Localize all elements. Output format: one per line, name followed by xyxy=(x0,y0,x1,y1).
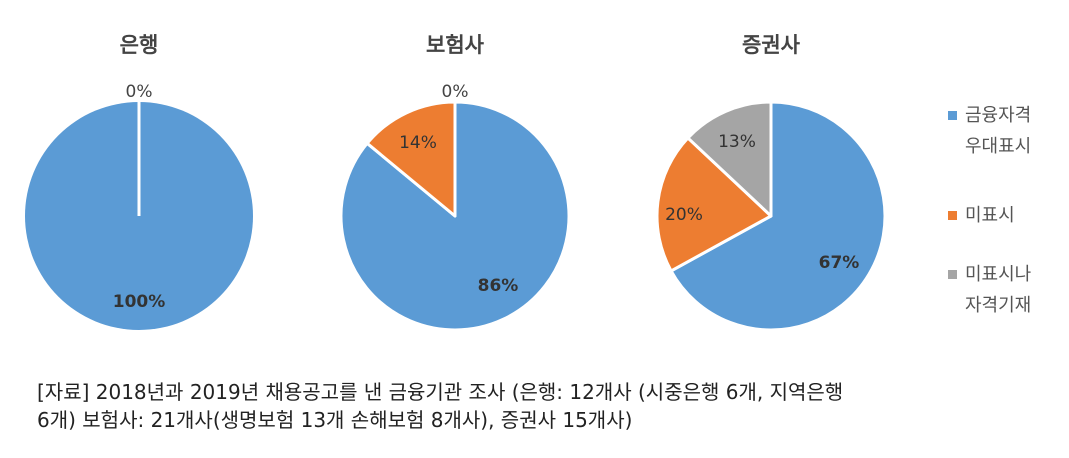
source-note: [자료] 2018년과 2019년 채용공고를 낸 금융기관 조사 (은행: 1… xyxy=(37,380,844,432)
chart-title: 보험사 xyxy=(426,33,485,57)
legend-swatch-blue xyxy=(948,111,957,120)
pie-slice xyxy=(686,100,773,218)
legend-label: 미표시나 자격기재 xyxy=(965,264,1032,316)
pie-chart: 은행 100% 0% xyxy=(25,33,253,330)
legend-swatch-orange xyxy=(948,211,957,220)
pie-slice xyxy=(365,100,457,218)
pie-slice xyxy=(655,136,773,273)
pie-slice xyxy=(669,100,887,332)
data-label: 100% xyxy=(113,292,166,312)
legend-item-qualified: 금융자격 우대표시 xyxy=(945,100,1065,162)
legend-label: 미표시 xyxy=(965,205,1015,226)
chart-title: 은행 xyxy=(120,33,159,57)
legend-swatch-gray xyxy=(948,270,957,279)
data-label: 67% xyxy=(819,253,860,273)
data-label: 86% xyxy=(478,276,519,296)
chart-title: 증권사 xyxy=(742,33,801,57)
data-label: 0% xyxy=(442,82,469,102)
pie-chart: 증권사 67% 20% 13% xyxy=(655,33,887,332)
legend-label: 금융자격 우대표시 xyxy=(965,105,1032,157)
legend-item-unmarked-described: 미표시나 자격기재 xyxy=(945,259,1065,321)
data-label: 13% xyxy=(718,132,756,152)
pie-chart: 보험사 86% 14% 0% xyxy=(339,33,571,332)
data-label: 0% xyxy=(126,82,153,102)
data-label: 14% xyxy=(399,133,437,153)
data-label: 20% xyxy=(665,205,703,225)
legend-item-unmarked: 미표시 xyxy=(945,200,1065,231)
legend: 금융자격 우대표시 미표시 미표시나 자격기재 xyxy=(945,100,1065,321)
pie-charts: 은행 100% 0% 보험사 86% 14% 0% 증권사 67% 20% 13% xyxy=(25,33,887,332)
